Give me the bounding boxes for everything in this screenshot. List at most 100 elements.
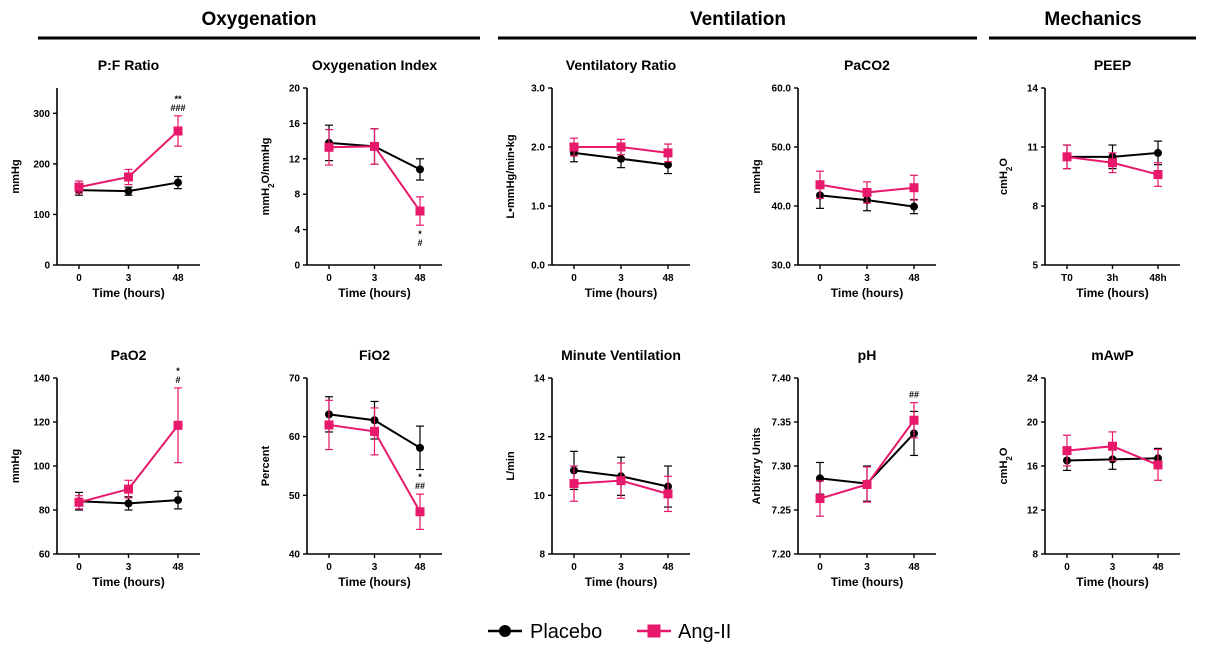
y-tick-label: 7.35 [772,418,792,429]
data-point-angii [1062,152,1072,162]
y-tick-label: 300 [33,109,50,120]
significance-mark: * [418,472,422,482]
data-point-angii [815,494,825,504]
y-tick-label: 60 [289,432,301,443]
x-tick-label: 48 [172,562,184,573]
data-point-angii [74,182,84,192]
y-tick-label: 70 [289,374,301,385]
x-tick-label: 48 [1152,562,1164,573]
data-point-angii [173,420,183,430]
y-tick-label: 50 [289,491,301,502]
data-point-angii [370,141,379,151]
y-axis-label: mmHg [751,159,763,193]
data-point-angii [415,206,425,216]
y-tick-label: 80 [39,506,51,517]
x-axis-label: Time (hours) [831,575,903,589]
significance-mark: * [176,366,180,376]
data-point-angii [569,479,579,489]
panel-title: FiO2 [359,347,390,363]
data-point-angii [74,497,84,507]
legend: Placebo Ang-II [488,621,731,643]
data-point-angii [1108,158,1117,168]
y-tick-label: 30.0 [772,261,792,272]
y-tick-label: 8 [539,550,545,561]
data-point-angii [1153,460,1163,470]
y-tick-label: 12 [1027,506,1039,517]
data-point-angii [324,420,334,430]
y-tick-label: 0.0 [531,261,545,272]
x-tick-label: 48 [414,562,426,573]
y-tick-label: 60 [39,550,51,561]
data-point-angii [1153,170,1163,180]
data-point-placebo [416,443,424,452]
x-axis-label: Time (hours) [338,286,410,300]
data-point-placebo [1154,148,1162,157]
data-point-placebo [816,474,824,483]
x-tick-label: 48 [172,273,184,284]
data-point-angii [663,489,673,499]
x-tick-label: 0 [1064,562,1070,573]
y-tick-label: 2.0 [531,143,545,154]
y-tick-label: 12 [534,432,546,443]
y-tick-label: 3.0 [531,84,545,95]
y-tick-label: 8 [1032,550,1038,561]
y-axis-label: Arbitrary Units [751,427,763,504]
data-point-angii [1108,441,1117,451]
x-tick-label: 3 [618,273,624,284]
data-point-angii [862,479,872,489]
panel-title: PaO2 [111,347,147,363]
x-tick-label: 48 [662,273,674,284]
chart-panel: FiO2 40 50 60 70 0 3 48 Time (hours) Percent *## [260,347,442,589]
data-point-angii [569,142,579,152]
y-tick-label: 50.0 [772,143,792,154]
y-tick-label: 40 [289,550,301,561]
y-tick-label: 140 [33,374,50,385]
data-point-angii [415,507,425,517]
y-axis-label: L•mmHg/min•kg [505,134,517,218]
data-point-placebo [416,165,424,174]
panel-title: Minute Ventilation [561,347,681,363]
chart-panel: Ventilatory Ratio 0.0 1.0 2.0 3.0 0 3 48 Time (h… [505,57,690,300]
x-axis-label: Time (hours) [92,286,164,300]
data-point-placebo [174,178,182,187]
x-tick-label: 3 [372,273,378,284]
chart-panel: Minute Ventilation 8 10 12 14 0 3 48 Time (hours… [505,347,690,589]
y-axis-label: cmH2O [998,447,1014,484]
x-tick-label: 0 [326,562,332,573]
y-tick-label: 100 [33,210,50,221]
data-point-placebo [174,496,182,505]
significance-mark: * [418,229,422,239]
y-tick-label: 5 [1032,261,1038,272]
data-point-angii [663,148,673,158]
chart-panel: P:F Ratio 0 100 200 300 0 3 48 Time (hours) mmHg *… [10,57,200,300]
y-tick-label: 12 [289,154,301,165]
data-point-angii [815,180,825,190]
y-tick-label: 7.20 [772,550,792,561]
x-tick-label: 3 [372,562,378,573]
significance-mark: # [417,238,422,248]
legend-marker-angii [647,624,661,638]
chart-panel: mAwP 8 12 16 20 24 0 3 48 Time (hours) cmH2O [998,347,1180,589]
data-point-angii [324,142,334,152]
y-tick-label: 100 [33,462,50,473]
data-point-angii [173,126,183,136]
data-point-placebo [664,160,672,169]
x-tick-label: 3 [864,273,870,284]
y-tick-label: 24 [1027,374,1039,385]
significance-mark: ## [909,390,919,400]
data-point-angii [616,476,626,486]
y-axis-label: mmHg [10,159,22,193]
data-point-angii [124,172,133,182]
y-axis-label: Percent [260,445,272,486]
x-tick-label: 3 [618,562,624,573]
y-axis-label: mmHg [10,449,22,483]
panel-title: pH [858,347,877,363]
x-tick-label: 48 [414,273,426,284]
y-tick-label: 0 [44,261,50,272]
data-point-angii [1062,446,1072,456]
y-tick-label: 8 [1032,202,1038,213]
x-axis-label: Time (hours) [585,575,657,589]
significance-mark: ### [170,103,185,113]
